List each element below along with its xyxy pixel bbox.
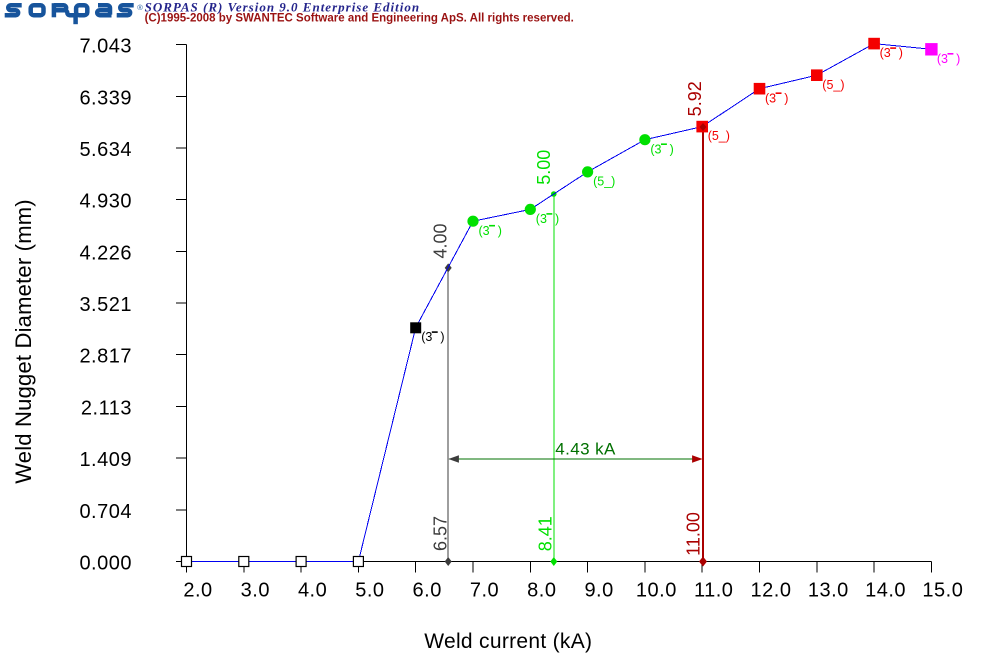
svg-text:3.521: 3.521	[79, 294, 132, 316]
svg-text:5.634: 5.634	[79, 139, 132, 161]
svg-text:Weld current (kA): Weld current (kA)	[424, 630, 592, 653]
svg-text:®: ®	[137, 3, 143, 12]
svg-text:4.43 kA: 4.43 kA	[555, 440, 616, 459]
svg-text:2.113: 2.113	[81, 397, 132, 419]
svg-text:0.000: 0.000	[79, 553, 132, 575]
svg-text:6.0: 6.0	[413, 580, 442, 602]
svg-text:3.0: 3.0	[241, 580, 270, 602]
svg-text:9.0: 9.0	[584, 580, 613, 602]
svg-text:): )	[555, 212, 559, 226]
svg-text:7.0: 7.0	[470, 580, 499, 602]
svg-text:0.704: 0.704	[79, 501, 132, 523]
svg-text:8.41: 8.41	[536, 516, 556, 551]
svg-text:5.0: 5.0	[355, 580, 384, 602]
svg-text:12.0: 12.0	[751, 580, 792, 602]
svg-text:4.226: 4.226	[79, 242, 132, 264]
svg-text:(5_): (5_)	[708, 129, 730, 143]
svg-text:(3: (3	[536, 212, 547, 226]
svg-text:15.0: 15.0	[922, 580, 963, 602]
svg-text:(3: (3	[880, 46, 891, 60]
svg-text:4.00: 4.00	[430, 223, 450, 258]
svg-text:): )	[440, 330, 444, 344]
svg-text:(3: (3	[937, 52, 948, 66]
svg-text:): )	[899, 46, 903, 60]
svg-text:(C)1995-2008 by SWANTEC Softwa: (C)1995-2008 by SWANTEC Software and Eng…	[145, 13, 574, 25]
svg-text:6.339: 6.339	[79, 87, 132, 109]
svg-text:4.0: 4.0	[298, 580, 327, 602]
svg-text:(3: (3	[479, 224, 490, 238]
svg-text:5.92: 5.92	[685, 81, 705, 116]
svg-text:1.409: 1.409	[79, 449, 132, 471]
svg-text:11.0: 11.0	[694, 580, 733, 602]
svg-text:2.0: 2.0	[183, 580, 212, 602]
svg-text:6.57: 6.57	[430, 516, 450, 551]
svg-text:13.0: 13.0	[808, 580, 849, 602]
svg-text:(3: (3	[765, 91, 776, 105]
svg-text:4.930: 4.930	[79, 191, 132, 213]
svg-text:11.00: 11.00	[684, 512, 704, 556]
svg-text:8.0: 8.0	[527, 580, 556, 602]
svg-text:(5_): (5_)	[593, 175, 615, 189]
svg-text:(5_): (5_)	[822, 78, 844, 92]
svg-text:10.0: 10.0	[636, 580, 677, 602]
svg-text:): )	[498, 224, 502, 238]
svg-text:): )	[956, 52, 960, 66]
svg-text:Weld Nugget Diameter (mm): Weld Nugget Diameter (mm)	[11, 199, 36, 484]
svg-text:): )	[784, 91, 788, 105]
svg-text:14.0: 14.0	[865, 580, 906, 602]
svg-text:5.00: 5.00	[534, 150, 554, 185]
svg-text:SORPAS (R) Version 9.0 Enterpr: SORPAS (R) Version 9.0 Enterprise Editio…	[145, 0, 421, 14]
svg-text:(3: (3	[421, 330, 432, 344]
svg-text:7.043: 7.043	[79, 36, 132, 58]
svg-text:): )	[670, 142, 674, 156]
svg-text:(3: (3	[650, 142, 661, 156]
svg-text:2.817: 2.817	[79, 346, 132, 368]
